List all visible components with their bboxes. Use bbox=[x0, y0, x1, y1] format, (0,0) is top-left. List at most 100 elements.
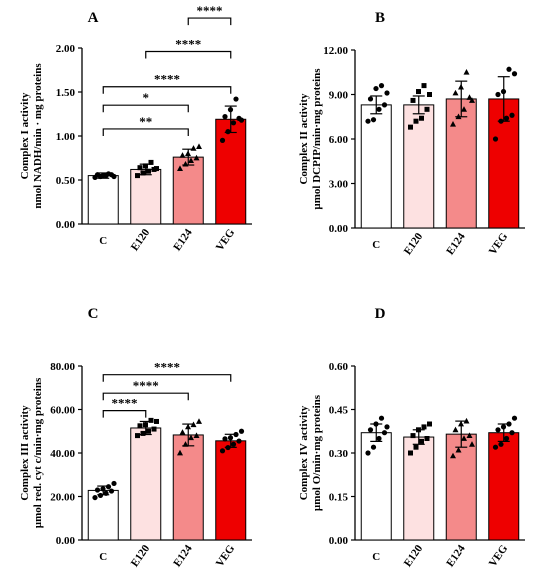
panel-a: A 0.00 0.50 1.00 1.50 2.00 Complex I activity n… bbox=[19, 3, 252, 253]
bar bbox=[172, 156, 204, 225]
data-point bbox=[219, 448, 226, 454]
data-point bbox=[419, 438, 424, 444]
data-point bbox=[365, 450, 371, 456]
data-point bbox=[94, 172, 101, 178]
x-tick-label: E120 bbox=[129, 542, 153, 569]
significance-bracket bbox=[187, 17, 232, 26]
data-point bbox=[238, 428, 245, 434]
data-point bbox=[461, 435, 467, 441]
panel-letter: D bbox=[375, 306, 386, 322]
data-point bbox=[230, 120, 237, 126]
data-point bbox=[450, 452, 456, 459]
bar bbox=[360, 432, 392, 541]
data-point bbox=[100, 173, 106, 179]
data-point bbox=[185, 423, 191, 430]
x-tick-label: E124 bbox=[171, 226, 195, 253]
x-tick-label: E124 bbox=[171, 542, 195, 569]
significance-bracket bbox=[102, 86, 232, 94]
data-point bbox=[506, 421, 512, 427]
significance-bracket bbox=[102, 104, 189, 113]
data-point bbox=[94, 487, 101, 493]
data-point bbox=[137, 165, 143, 171]
y-tick-label: 0.50 bbox=[56, 175, 76, 187]
data-point bbox=[370, 444, 377, 450]
data-point bbox=[100, 486, 106, 492]
y-tick-label: 1.00 bbox=[56, 131, 76, 143]
data-point bbox=[492, 136, 499, 142]
data-point bbox=[190, 421, 197, 428]
bar bbox=[445, 433, 477, 541]
data-point bbox=[108, 488, 115, 494]
data-point bbox=[416, 89, 421, 95]
data-point bbox=[146, 428, 151, 434]
data-point bbox=[373, 421, 379, 427]
data-point bbox=[179, 429, 186, 435]
data-point bbox=[140, 170, 146, 176]
data-point bbox=[233, 431, 239, 438]
y-tick-label: 9.00 bbox=[329, 90, 349, 102]
y-tick-label: 0.00 bbox=[329, 535, 349, 547]
y-tick-label: 2.00 bbox=[56, 43, 76, 55]
panel-letter: B bbox=[375, 10, 385, 26]
data-point bbox=[455, 113, 462, 120]
significance-bracket bbox=[102, 128, 189, 136]
x-tick-label: C bbox=[99, 551, 107, 563]
y-tick-label: 12.00 bbox=[323, 45, 348, 57]
significance-label: **** bbox=[154, 72, 180, 87]
bar bbox=[130, 427, 162, 541]
data-point bbox=[105, 484, 112, 490]
panel-letter: A bbox=[88, 10, 99, 26]
bar bbox=[445, 98, 477, 229]
significance-bracket bbox=[102, 392, 189, 401]
y-tick-label: 0.60 bbox=[329, 361, 349, 373]
data-point bbox=[154, 418, 159, 424]
data-point bbox=[463, 69, 470, 75]
data-point bbox=[421, 83, 427, 89]
significance-label: **** bbox=[175, 37, 201, 52]
y-tick-label: 0.30 bbox=[329, 448, 349, 460]
data-point bbox=[413, 444, 419, 450]
significance-label: ** bbox=[139, 114, 152, 129]
data-point bbox=[219, 137, 226, 143]
data-point bbox=[461, 106, 467, 112]
data-point bbox=[193, 154, 200, 161]
data-point bbox=[410, 97, 416, 103]
y-tick-label: 40.00 bbox=[50, 448, 75, 460]
data-point bbox=[222, 114, 228, 120]
x-tick-label: E120 bbox=[129, 226, 153, 253]
data-point bbox=[185, 150, 191, 156]
data-point bbox=[111, 480, 117, 487]
data-point bbox=[452, 89, 459, 96]
data-point bbox=[196, 143, 202, 149]
data-point bbox=[381, 430, 388, 436]
data-point bbox=[427, 92, 432, 97]
data-point bbox=[503, 435, 510, 442]
y-axis-label: µmol red. cyt c/min·mg proteins bbox=[32, 377, 44, 528]
data-point bbox=[458, 83, 464, 90]
data-point bbox=[498, 441, 504, 447]
x-tick-label: E124 bbox=[444, 542, 468, 569]
data-point bbox=[469, 97, 475, 103]
y-axis-label: Complex II activity bbox=[298, 93, 310, 185]
data-point bbox=[182, 160, 189, 167]
x-tick-label: C bbox=[372, 239, 380, 251]
data-point bbox=[458, 420, 464, 427]
y-axis-label: Complex I activity bbox=[19, 92, 31, 179]
data-point bbox=[225, 444, 231, 451]
data-point bbox=[419, 115, 424, 121]
data-point bbox=[365, 118, 371, 124]
y-tick-label: 80.00 bbox=[50, 361, 75, 373]
data-point bbox=[370, 117, 377, 123]
data-point bbox=[378, 415, 385, 421]
data-point bbox=[511, 415, 518, 421]
data-point bbox=[188, 157, 194, 164]
data-point bbox=[103, 490, 109, 496]
data-point bbox=[450, 120, 456, 127]
data-point bbox=[177, 165, 183, 171]
data-point bbox=[227, 435, 234, 441]
y-axis-label: µmol O/min·mg proteins bbox=[311, 394, 323, 511]
data-point bbox=[193, 432, 200, 438]
data-point bbox=[466, 94, 473, 100]
significance-bracket bbox=[145, 50, 232, 59]
data-point bbox=[190, 145, 197, 151]
